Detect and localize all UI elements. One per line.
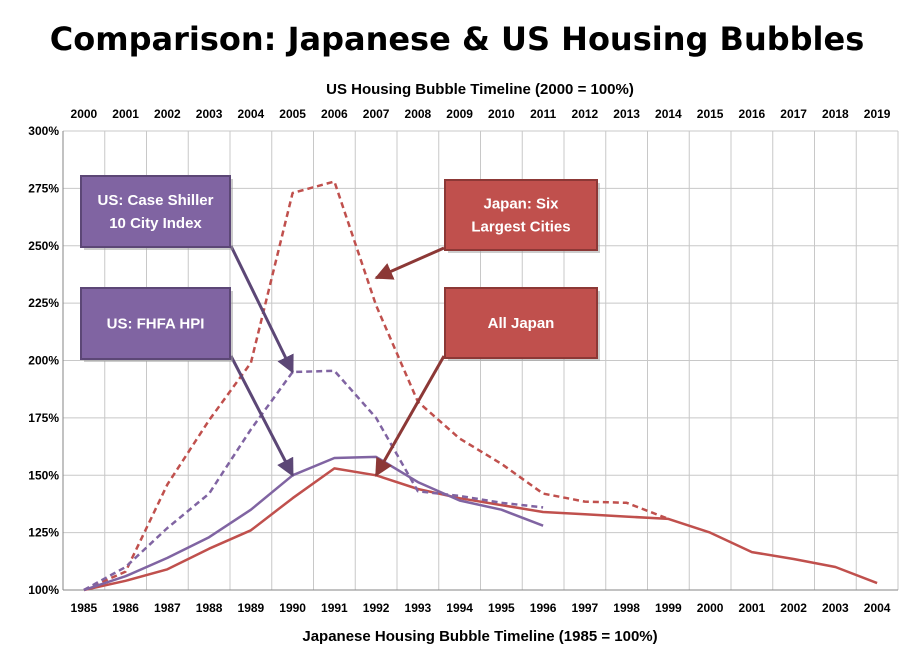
y-tick-label: 175% [28, 411, 59, 425]
annotation-label: Japan: Six [483, 196, 559, 213]
top-tick-label: 2018 [822, 107, 849, 121]
top-axis-ticks: 2000 2001 2002 2003 2004 2005 2006 2007 2008 2009… [71, 107, 891, 121]
bottom-axis-title: Japanese Housing Bubble Timeline (1985 =… [302, 628, 657, 645]
annotation-box [80, 287, 231, 360]
top-tick-label: 2012 [572, 107, 599, 121]
top-tick-label: 2005 [279, 107, 306, 121]
annotation-box [444, 179, 598, 251]
top-tick-label: 2017 [780, 107, 807, 121]
y-tick-label: 300% [28, 124, 59, 138]
bottom-tick-label: 1997 [572, 601, 599, 615]
bottom-tick-label: 1990 [279, 601, 306, 615]
top-tick-label: 2000 [71, 107, 98, 121]
annotation-label: 10 City Index [109, 215, 202, 232]
bottom-tick-label: 1991 [321, 601, 348, 615]
bottom-tick-label: 1988 [196, 601, 223, 615]
top-tick-label: 2001 [112, 107, 139, 121]
top-tick-label: 2003 [196, 107, 223, 121]
top-tick-label: 2010 [488, 107, 515, 121]
top-tick-label: 2008 [405, 107, 432, 121]
top-tick-label: 2007 [363, 107, 390, 121]
y-tick-label: 225% [28, 296, 59, 310]
top-tick-label: 2015 [697, 107, 724, 121]
y-axis-ticks: 100% 125% 150% 175% 200% 225% 250% 275% 300% [28, 124, 59, 597]
bottom-tick-label: 1993 [405, 601, 432, 615]
annotation-box [444, 287, 598, 359]
annotation-label: US: FHFA HPI [107, 316, 205, 333]
top-tick-label: 2004 [238, 107, 265, 121]
annotation-boxes: US: Case Shiller 10 City Index US: FHFA HP… [80, 175, 600, 362]
top-tick-label: 2006 [321, 107, 348, 121]
top-tick-label: 2009 [446, 107, 473, 121]
top-tick-label: 2016 [739, 107, 766, 121]
annotation-arrow [229, 245, 294, 374]
annotation-arrow [374, 246, 445, 280]
annotation-label: All Japan [488, 315, 555, 332]
bottom-tick-label: 2002 [780, 601, 807, 615]
bottom-tick-label: 1986 [112, 601, 139, 615]
y-tick-label: 250% [28, 239, 59, 253]
y-tick-label: 275% [28, 181, 59, 195]
bottom-tick-label: 2000 [697, 601, 724, 615]
top-tick-label: 2002 [154, 107, 181, 121]
chart-title: Comparison: Japanese & US Housing Bubble… [50, 20, 865, 58]
y-tick-label: 200% [28, 354, 59, 368]
bottom-tick-label: 1996 [530, 601, 557, 615]
y-tick-label: 125% [28, 526, 59, 540]
top-axis-title: US Housing Bubble Timeline (2000 = 100%) [326, 81, 634, 98]
series-lines [83, 180, 878, 592]
annotation-arrow [374, 355, 446, 477]
bottom-tick-label: 1995 [488, 601, 515, 615]
bottom-tick-label: 1998 [613, 601, 640, 615]
top-tick-label: 2013 [613, 107, 640, 121]
top-tick-label: 2011 [530, 107, 556, 121]
annotation-label: Largest Cities [471, 219, 570, 236]
bottom-tick-label: 1989 [238, 601, 265, 615]
top-tick-label: 2014 [655, 107, 682, 121]
series-line-all-japan [83, 467, 878, 592]
annotation-label: US: Case Shiller [98, 192, 214, 209]
bottom-tick-label: 1994 [446, 601, 473, 615]
y-tick-label: 100% [28, 583, 59, 597]
bottom-tick-label: 1992 [363, 601, 390, 615]
annotation-box [80, 175, 231, 248]
bottom-tick-label: 1999 [655, 601, 682, 615]
bottom-tick-label: 1985 [71, 601, 98, 615]
annotation-arrows [229, 245, 446, 477]
annotation-arrow [229, 355, 294, 477]
series-line-us-case-shiller-10-city-index [83, 369, 544, 592]
bottom-tick-label: 2003 [822, 601, 849, 615]
bottom-tick-label: 1987 [154, 601, 181, 615]
bottom-tick-label: 2004 [864, 601, 891, 615]
series-line-us-fhfa-hpi [83, 455, 544, 592]
top-tick-label: 2019 [864, 107, 891, 121]
y-tick-label: 150% [28, 468, 59, 482]
bottom-axis-ticks: 1985 1986 1987 1988 1989 1990 1991 1992 1993 1994… [71, 601, 891, 615]
bottom-tick-label: 2001 [739, 601, 766, 615]
